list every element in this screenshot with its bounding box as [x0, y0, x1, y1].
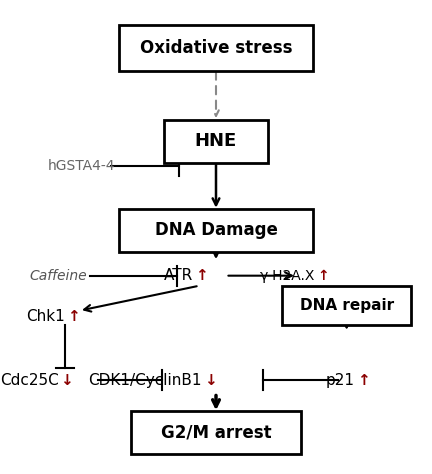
Text: Cdc25C: Cdc25C: [0, 373, 58, 388]
Text: ↑: ↑: [67, 309, 79, 324]
Text: ↑: ↑: [318, 269, 329, 283]
Text: ↓: ↓: [60, 373, 73, 388]
Text: G2/M arrest: G2/M arrest: [161, 424, 271, 442]
Text: p21: p21: [326, 373, 355, 388]
Text: ↑: ↑: [195, 268, 208, 283]
FancyBboxPatch shape: [283, 286, 411, 325]
Text: hGSTA4-4: hGSTA4-4: [48, 159, 115, 173]
Text: HNE: HNE: [195, 132, 237, 150]
FancyBboxPatch shape: [118, 26, 314, 71]
Text: Caffeine: Caffeine: [30, 269, 87, 283]
FancyBboxPatch shape: [131, 411, 301, 454]
Text: DNA Damage: DNA Damage: [155, 221, 277, 239]
Text: ATR: ATR: [164, 268, 193, 283]
Text: Oxidative stress: Oxidative stress: [140, 39, 292, 57]
Text: DNA repair: DNA repair: [299, 298, 394, 313]
FancyBboxPatch shape: [118, 209, 314, 252]
Text: CDK1/CyclinB1: CDK1/CyclinB1: [88, 373, 201, 388]
FancyBboxPatch shape: [164, 120, 268, 163]
Text: Chk1: Chk1: [26, 309, 65, 324]
Text: γ-H2A.X: γ-H2A.X: [260, 269, 315, 283]
Text: ↑: ↑: [357, 373, 370, 388]
Text: ↓: ↓: [203, 373, 216, 388]
